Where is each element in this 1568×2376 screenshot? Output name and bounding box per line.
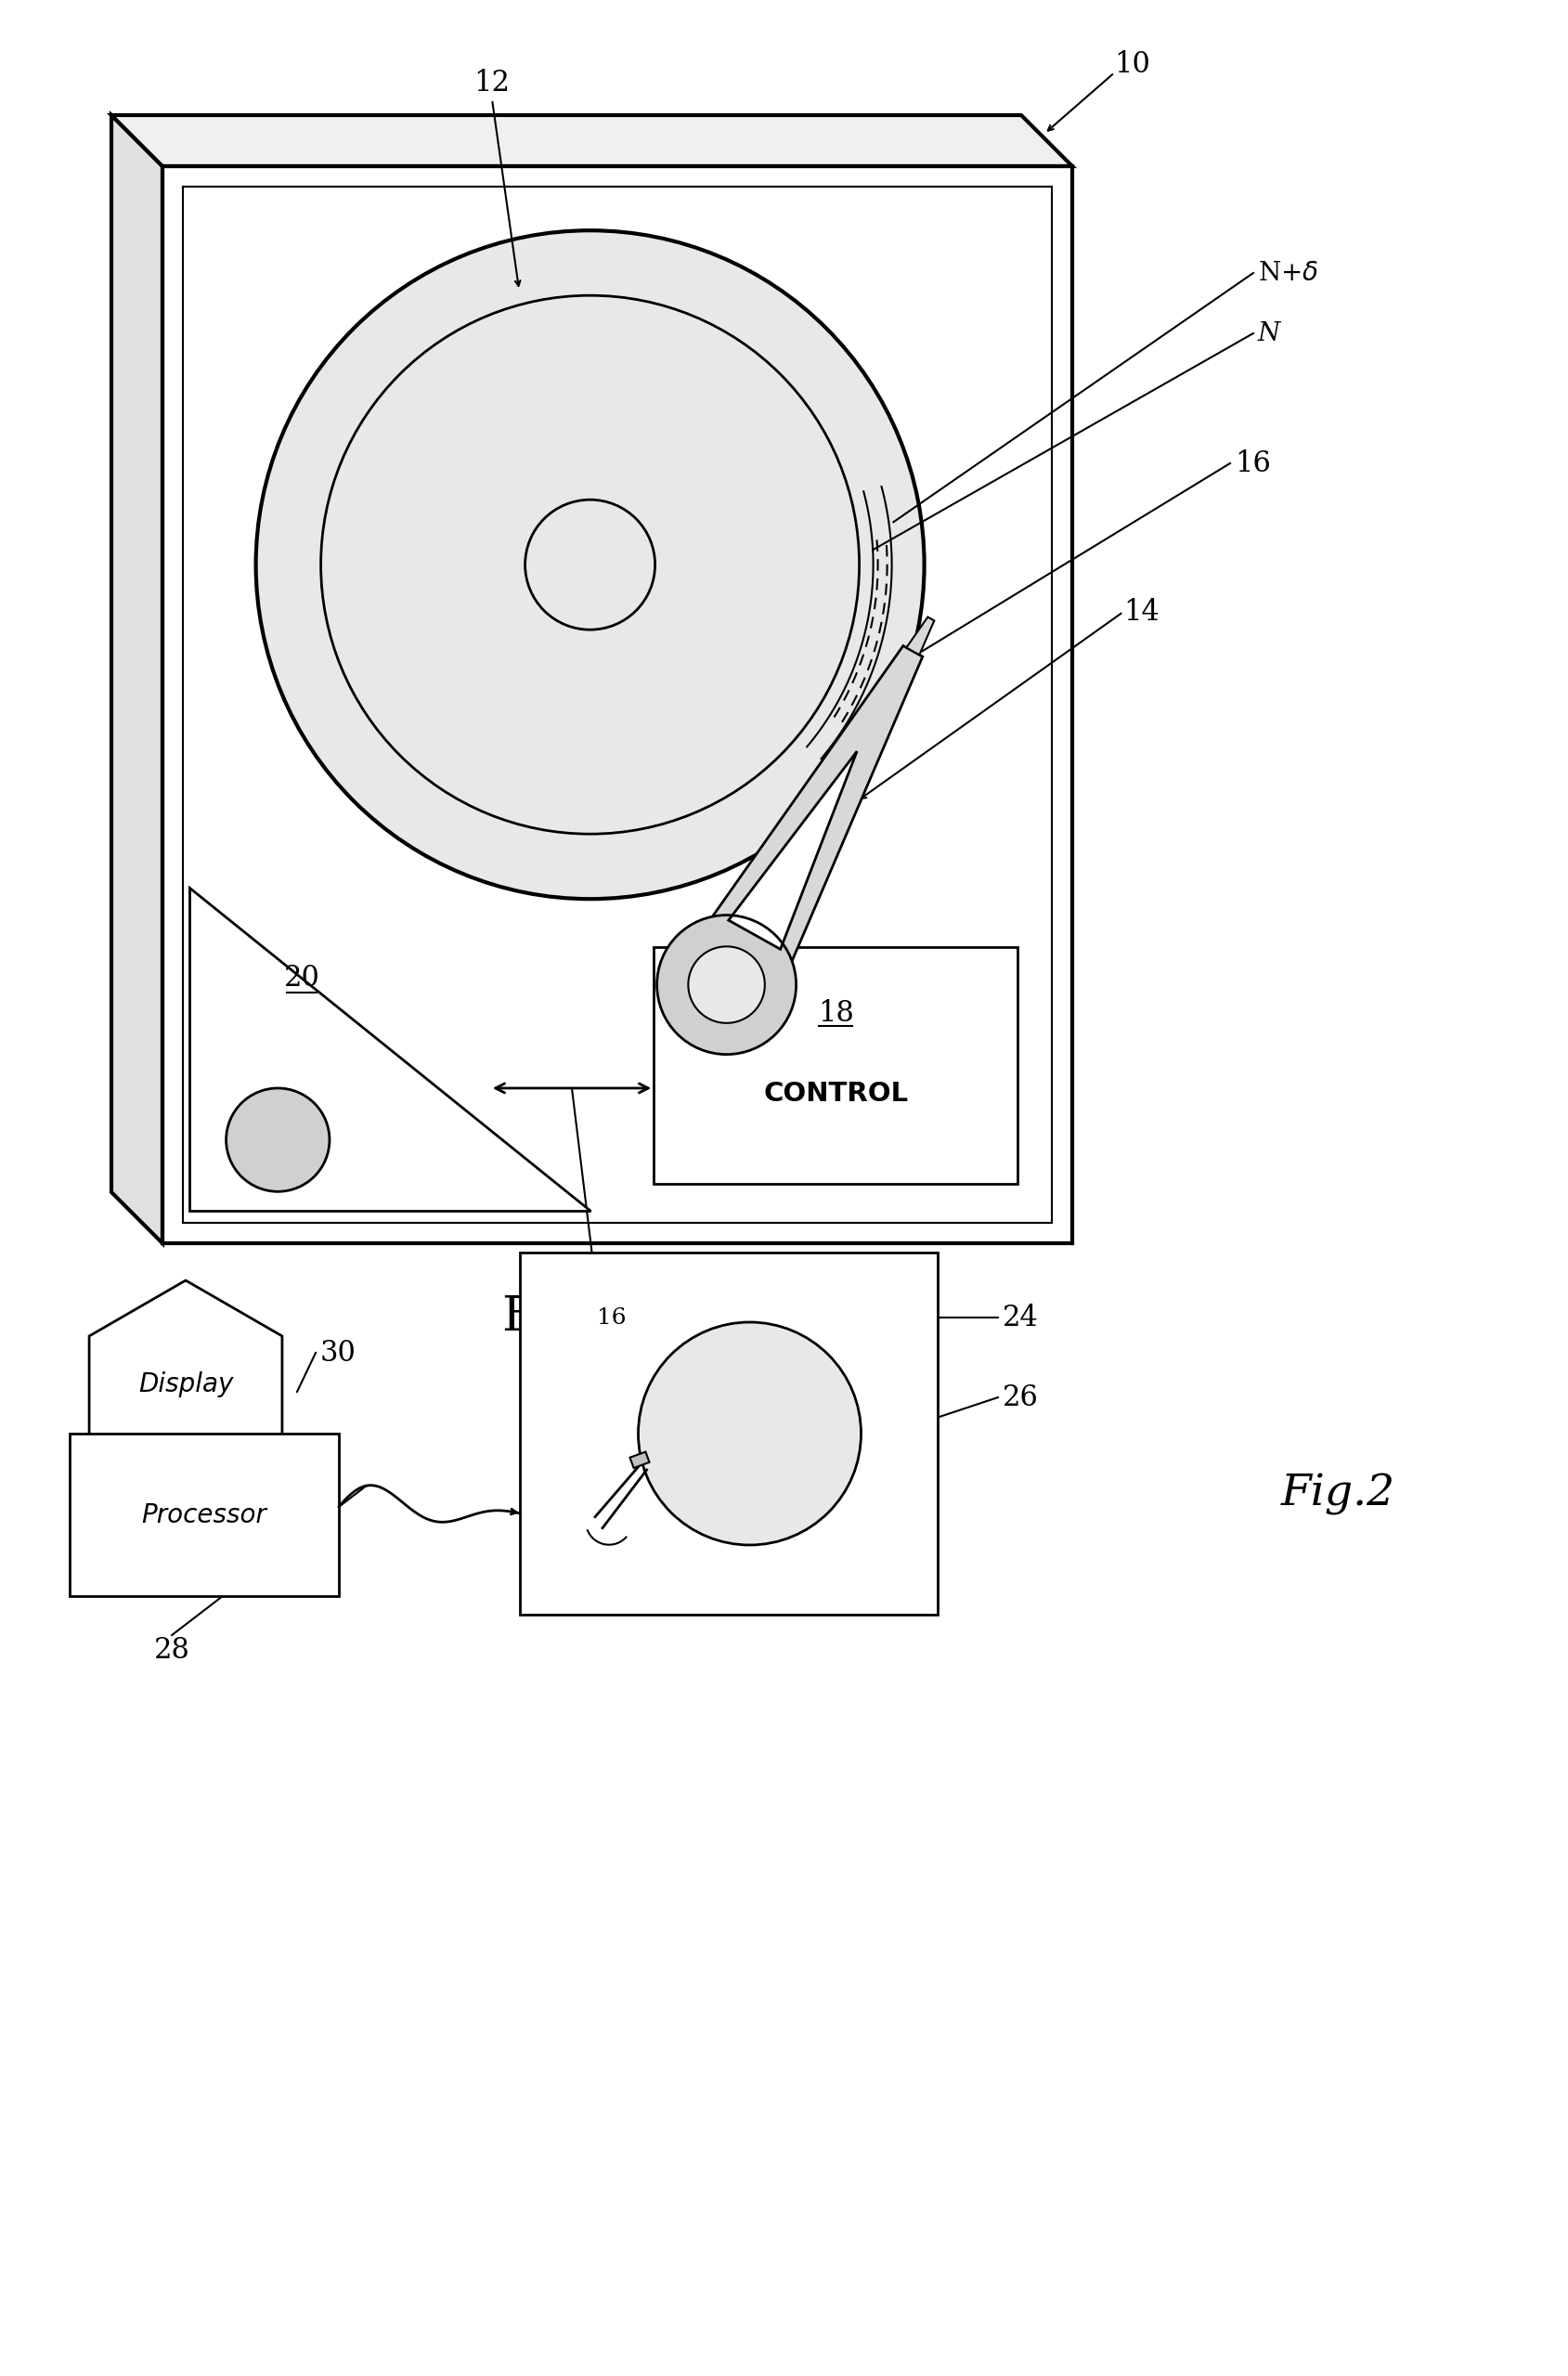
Polygon shape bbox=[190, 889, 590, 1212]
Text: 16: 16 bbox=[597, 1307, 626, 1328]
Text: 16: 16 bbox=[1234, 449, 1270, 478]
Polygon shape bbox=[682, 646, 922, 1010]
Polygon shape bbox=[111, 114, 163, 1243]
Text: 26: 26 bbox=[1002, 1383, 1038, 1411]
Polygon shape bbox=[906, 618, 933, 656]
Circle shape bbox=[226, 1088, 329, 1190]
Text: 24: 24 bbox=[1002, 1304, 1038, 1333]
Text: Processor: Processor bbox=[141, 1502, 267, 1528]
Circle shape bbox=[657, 915, 795, 1055]
Bar bbox=[519, 1252, 938, 1616]
Text: 18: 18 bbox=[817, 998, 853, 1029]
Polygon shape bbox=[111, 114, 1071, 166]
Text: Figure 1: Figure 1 bbox=[502, 1295, 713, 1340]
Circle shape bbox=[256, 230, 924, 898]
Text: 22: 22 bbox=[575, 1300, 612, 1328]
Circle shape bbox=[688, 946, 764, 1024]
Text: 14: 14 bbox=[1123, 596, 1159, 627]
Text: N+$\delta$: N+$\delta$ bbox=[1258, 261, 1317, 285]
Text: 10: 10 bbox=[1113, 50, 1149, 78]
Text: N: N bbox=[1258, 321, 1279, 347]
Text: 28: 28 bbox=[154, 1635, 190, 1663]
Bar bbox=[654, 948, 1018, 1183]
Text: CONTROL: CONTROL bbox=[762, 1081, 908, 1107]
Circle shape bbox=[525, 499, 655, 630]
Bar bbox=[629, 1452, 649, 1468]
Text: 30: 30 bbox=[320, 1338, 356, 1366]
Polygon shape bbox=[89, 1281, 282, 1504]
Text: Display: Display bbox=[138, 1371, 234, 1397]
Bar bbox=[69, 1433, 339, 1597]
Polygon shape bbox=[728, 751, 856, 950]
Text: Fig.2: Fig.2 bbox=[1281, 1473, 1394, 1516]
Text: 20: 20 bbox=[284, 965, 320, 993]
Circle shape bbox=[638, 1321, 861, 1544]
Text: 12: 12 bbox=[474, 69, 510, 97]
